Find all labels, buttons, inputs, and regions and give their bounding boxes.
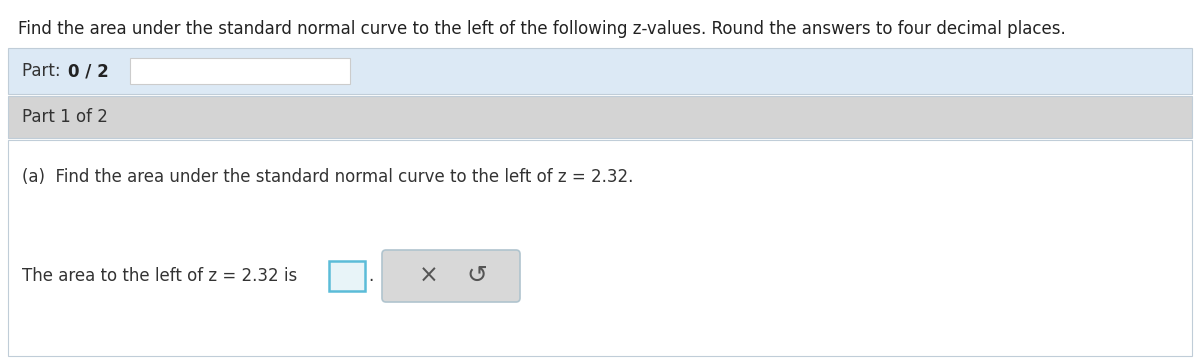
Text: Find the area under the standard normal curve to the left of the following z-val: Find the area under the standard normal … xyxy=(18,20,1066,38)
Text: Part 1 of 2: Part 1 of 2 xyxy=(22,108,108,126)
Text: (a)  Find the area under the standard normal curve to the left of z = 2.32.: (a) Find the area under the standard nor… xyxy=(22,168,634,186)
Text: The area to the left of z = 2.32 is: The area to the left of z = 2.32 is xyxy=(22,267,298,285)
Text: ×: × xyxy=(419,264,439,288)
Text: .: . xyxy=(368,267,373,285)
Text: Part:: Part: xyxy=(22,62,66,80)
Bar xyxy=(8,48,1192,94)
Bar xyxy=(130,58,350,84)
FancyBboxPatch shape xyxy=(382,250,520,302)
Bar xyxy=(8,96,1192,138)
Text: ↺: ↺ xyxy=(467,264,487,288)
FancyBboxPatch shape xyxy=(329,261,365,291)
Bar xyxy=(8,140,1192,356)
Text: 0 / 2: 0 / 2 xyxy=(68,62,109,80)
